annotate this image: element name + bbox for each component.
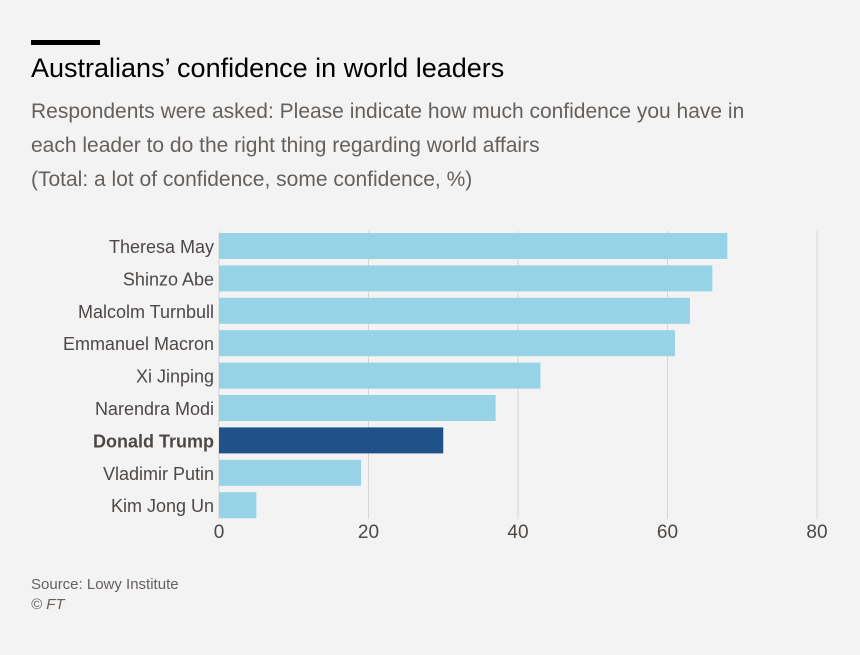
category-label-kim-jong-un: Kim Jong Un bbox=[111, 496, 214, 516]
category-label-xi-jinping: Xi Jinping bbox=[136, 367, 214, 387]
subtitle-line-1: Respondents were asked: Please indicate … bbox=[31, 100, 745, 123]
bar-donald-trump bbox=[219, 427, 444, 454]
category-label-emmanuel-macron: Emmanuel Macron bbox=[63, 334, 214, 354]
category-label-theresa-may: Theresa May bbox=[109, 237, 214, 257]
x-tick-label-60: 60 bbox=[657, 522, 678, 543]
bar-theresa-may bbox=[219, 233, 728, 259]
chart-title: Australians’ confidence in world leaders bbox=[31, 53, 505, 83]
copyright-note: © FT bbox=[31, 596, 65, 613]
category-label-vladimir-putin: Vladimir Putin bbox=[103, 464, 214, 484]
bar-shinzo-abe bbox=[219, 265, 713, 292]
category-label-donald-trump: Donald Trump bbox=[93, 431, 214, 451]
x-tick-label-80: 80 bbox=[806, 522, 827, 543]
x-tick-label-40: 40 bbox=[507, 522, 528, 543]
category-labels: Theresa May Shinzo Abe Malcolm Turnbull Emm… bbox=[63, 237, 214, 516]
subtitle-line-3: (Total: a lot of confidence, some confid… bbox=[31, 168, 473, 191]
bar-vladimir-putin bbox=[219, 459, 362, 486]
top-accent-rule bbox=[31, 40, 100, 45]
chart-subtitle: Respondents were asked: Please indicate … bbox=[31, 95, 846, 197]
category-label-malcolm-turnbull: Malcolm Turnbull bbox=[78, 302, 214, 322]
bar-narendra-modi bbox=[219, 395, 496, 421]
x-tick-label-0: 0 bbox=[214, 522, 225, 543]
category-label-narendra-modi: Narendra Modi bbox=[95, 399, 214, 419]
bar-kim-jong-un bbox=[219, 492, 257, 519]
category-label-shinzo-abe: Shinzo Abe bbox=[123, 269, 214, 289]
x-axis-ticks: 0 20 40 60 80 bbox=[214, 522, 828, 543]
bar-emmanuel-macron bbox=[219, 330, 675, 357]
bar-xi-jinping bbox=[219, 362, 541, 389]
source-note: Source: Lowy Institute bbox=[31, 576, 179, 593]
bar-malcolm-turnbull bbox=[219, 297, 690, 324]
x-tick-label-20: 20 bbox=[358, 522, 379, 543]
footer: Source: Lowy Institute © FT bbox=[31, 575, 179, 615]
bars bbox=[219, 233, 728, 519]
subtitle-line-2: each leader to do the right thing regard… bbox=[31, 134, 540, 157]
